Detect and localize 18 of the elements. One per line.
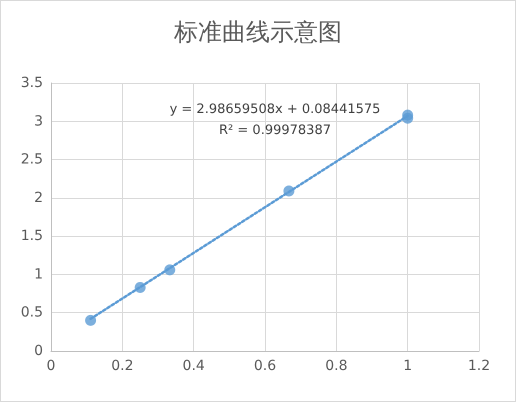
y-tick-label: 3.5 <box>20 75 43 91</box>
x-tick-label: 0.2 <box>111 358 134 374</box>
y-tick-label: 2 <box>34 190 43 206</box>
x-tick-label: 0 <box>46 358 56 374</box>
x-tick-label: 0.8 <box>325 358 348 374</box>
x-tick-label: 1 <box>403 358 412 374</box>
annotation: y = 2.98659508x + 0.08441575 <box>170 102 380 117</box>
annotation: R² = 0.99978387 <box>219 123 331 138</box>
chart-title: 标准曲线示意图 <box>173 18 342 46</box>
x-tick-label: 1.2 <box>468 358 490 374</box>
y-tick-label: 2.5 <box>20 152 43 168</box>
y-tick-label: 3 <box>34 113 43 130</box>
x-tick-label: 0.6 <box>254 358 276 374</box>
y-tick-label: 1 <box>34 266 43 282</box>
y-tick-label: 1.5 <box>20 228 43 244</box>
y-tick-label: 0 <box>34 343 43 359</box>
x-tick-label: 0.4 <box>182 358 205 374</box>
y-tick-label: 0.5 <box>20 304 43 321</box>
